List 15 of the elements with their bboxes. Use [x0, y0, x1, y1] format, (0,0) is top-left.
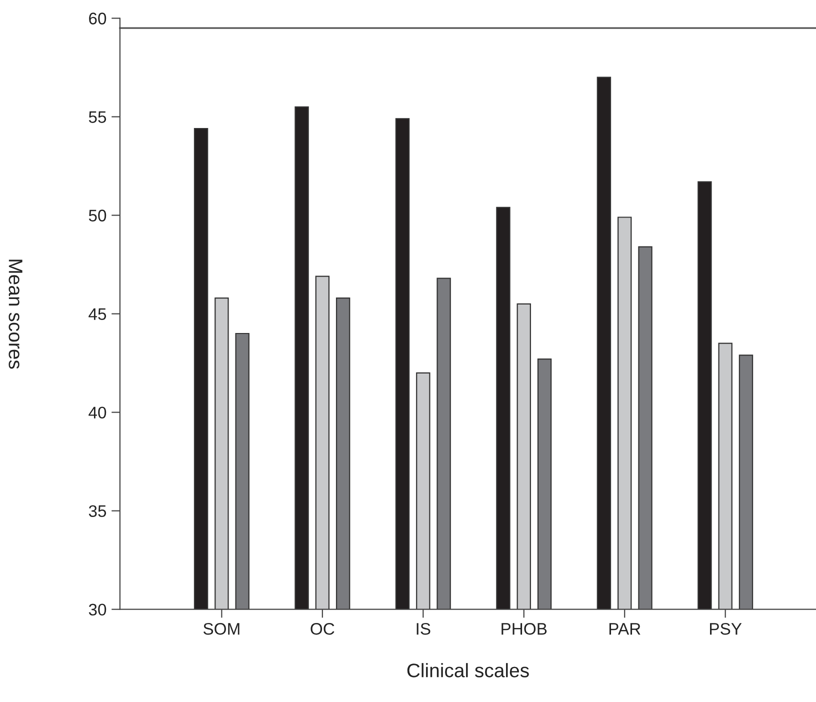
x-tick-label: PSY — [710, 622, 742, 635]
x-tick-label: IS — [416, 622, 430, 635]
y-tick-label: 60 — [89, 12, 106, 24]
x-tick-label: PAR — [609, 623, 640, 635]
y-tick-label: 30 — [88, 604, 106, 616]
x-axis-title: Clinical scales — [407, 663, 529, 678]
y-tick-label: 45 — [88, 308, 106, 320]
y-axis-title: Mean scores — [8, 260, 22, 369]
y-tick-label: 35 — [88, 505, 106, 518]
x-tick-label: PHOB — [502, 622, 547, 635]
y-tick-label: 40 — [88, 406, 106, 419]
y-tick-label: 55 — [88, 111, 106, 123]
x-tick-label: OC — [310, 622, 334, 635]
x-tick-label: SOM — [203, 622, 240, 635]
y-tick-label: 50 — [88, 210, 106, 222]
